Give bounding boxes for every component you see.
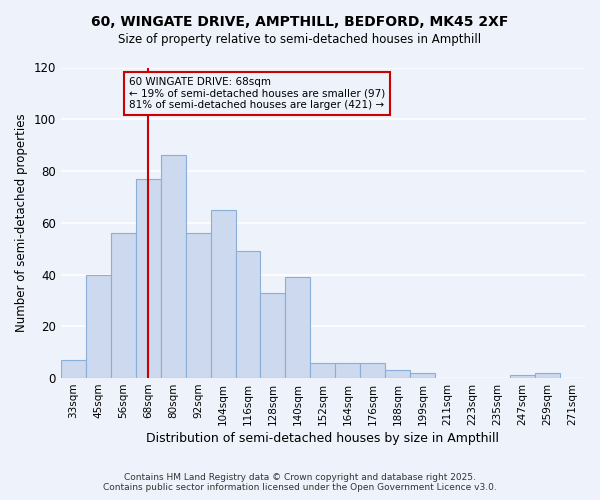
Text: 60 WINGATE DRIVE: 68sqm
← 19% of semi-detached houses are smaller (97)
81% of se: 60 WINGATE DRIVE: 68sqm ← 19% of semi-de… — [129, 77, 385, 110]
X-axis label: Distribution of semi-detached houses by size in Ampthill: Distribution of semi-detached houses by … — [146, 432, 499, 445]
Text: Contains HM Land Registry data © Crown copyright and database right 2025.
Contai: Contains HM Land Registry data © Crown c… — [103, 473, 497, 492]
Bar — [535, 373, 560, 378]
Bar — [510, 376, 535, 378]
Bar — [286, 277, 310, 378]
Bar — [410, 373, 435, 378]
Bar — [335, 362, 361, 378]
Bar — [310, 362, 335, 378]
Bar — [260, 292, 286, 378]
Bar — [236, 252, 260, 378]
Y-axis label: Number of semi-detached properties: Number of semi-detached properties — [15, 114, 28, 332]
Bar — [61, 360, 86, 378]
Bar — [185, 233, 211, 378]
Bar — [86, 274, 111, 378]
Bar — [361, 362, 385, 378]
Bar — [385, 370, 410, 378]
Text: Size of property relative to semi-detached houses in Ampthill: Size of property relative to semi-detach… — [118, 32, 482, 46]
Bar — [136, 179, 161, 378]
Bar — [161, 156, 185, 378]
Text: 60, WINGATE DRIVE, AMPTHILL, BEDFORD, MK45 2XF: 60, WINGATE DRIVE, AMPTHILL, BEDFORD, MK… — [91, 15, 509, 29]
Bar — [111, 233, 136, 378]
Bar — [211, 210, 236, 378]
